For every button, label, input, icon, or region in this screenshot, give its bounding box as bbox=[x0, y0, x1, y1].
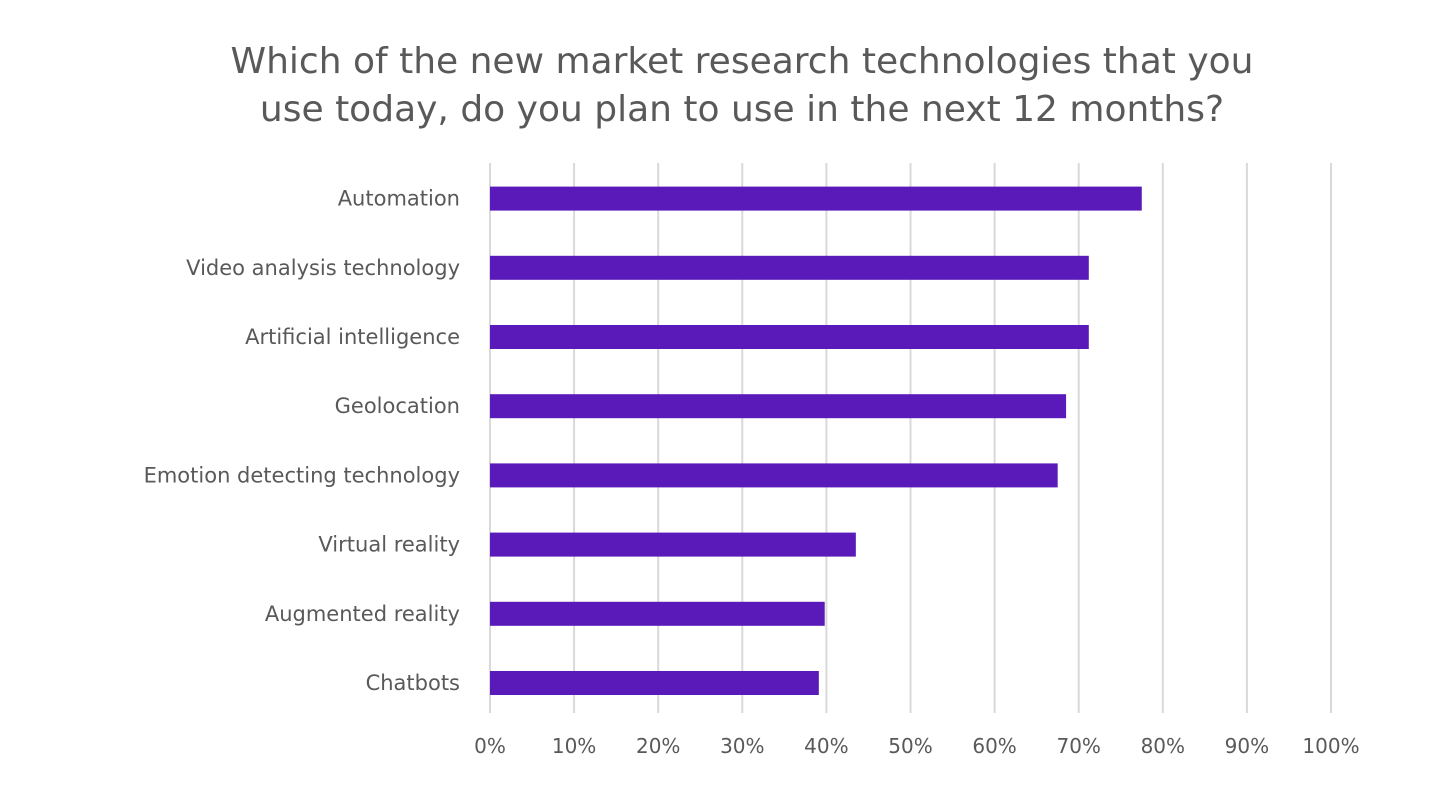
x-tick-label: 10% bbox=[552, 734, 596, 758]
category-label: Geolocation bbox=[335, 394, 460, 418]
x-axis-ticks: 0% 10% 20% 30% 40% 50% 60% 70% 80% 90% 100% bbox=[474, 734, 1359, 758]
bar bbox=[490, 255, 1089, 280]
category-label: Artificial intelligence bbox=[245, 325, 460, 349]
bar bbox=[490, 601, 825, 626]
category-label: Chatbots bbox=[366, 671, 460, 695]
x-tick-label: 70% bbox=[1056, 734, 1100, 758]
x-tick-label: 50% bbox=[888, 734, 932, 758]
bar bbox=[490, 671, 819, 695]
bars bbox=[490, 186, 1142, 695]
category-label: Virtual reality bbox=[318, 533, 460, 557]
gridlines bbox=[489, 163, 1332, 713]
category-label: Emotion detecting technology bbox=[144, 463, 460, 487]
category-labels: Automation Video analysis technology Artif… bbox=[144, 187, 460, 695]
bar bbox=[490, 532, 856, 557]
chart-title-line-2: use today, do you plan to use in the nex… bbox=[259, 89, 1225, 130]
chart-title: Which of the new market research technol… bbox=[0, 38, 1454, 134]
x-tick-label: 40% bbox=[804, 734, 848, 758]
bar bbox=[490, 463, 1058, 488]
x-tick-label: 90% bbox=[1225, 734, 1269, 758]
x-tick-label: 0% bbox=[474, 734, 506, 758]
x-tick-label: 20% bbox=[636, 734, 680, 758]
bar bbox=[490, 325, 1089, 349]
category-label: Automation bbox=[338, 187, 460, 211]
x-tick-label: 60% bbox=[972, 734, 1016, 758]
x-tick-label: 30% bbox=[720, 734, 764, 758]
x-tick-label: 100% bbox=[1302, 734, 1359, 758]
bar bbox=[490, 394, 1067, 419]
category-label: Augmented reality bbox=[265, 602, 460, 626]
category-label: Video analysis technology bbox=[186, 256, 460, 280]
bar bbox=[490, 186, 1142, 211]
x-tick-label: 80% bbox=[1141, 734, 1185, 758]
chart-title-line-1: Which of the new market research technol… bbox=[230, 41, 1254, 82]
